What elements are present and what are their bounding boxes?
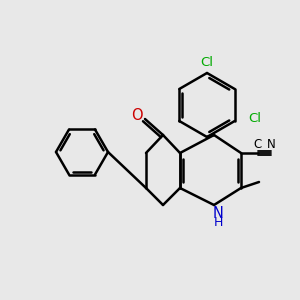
Text: C: C xyxy=(254,139,262,152)
Text: N: N xyxy=(213,206,224,220)
Text: Cl: Cl xyxy=(200,56,214,68)
Text: Cl: Cl xyxy=(249,112,262,125)
Text: O: O xyxy=(131,109,143,124)
Text: H: H xyxy=(213,215,223,229)
Text: N: N xyxy=(267,139,275,152)
